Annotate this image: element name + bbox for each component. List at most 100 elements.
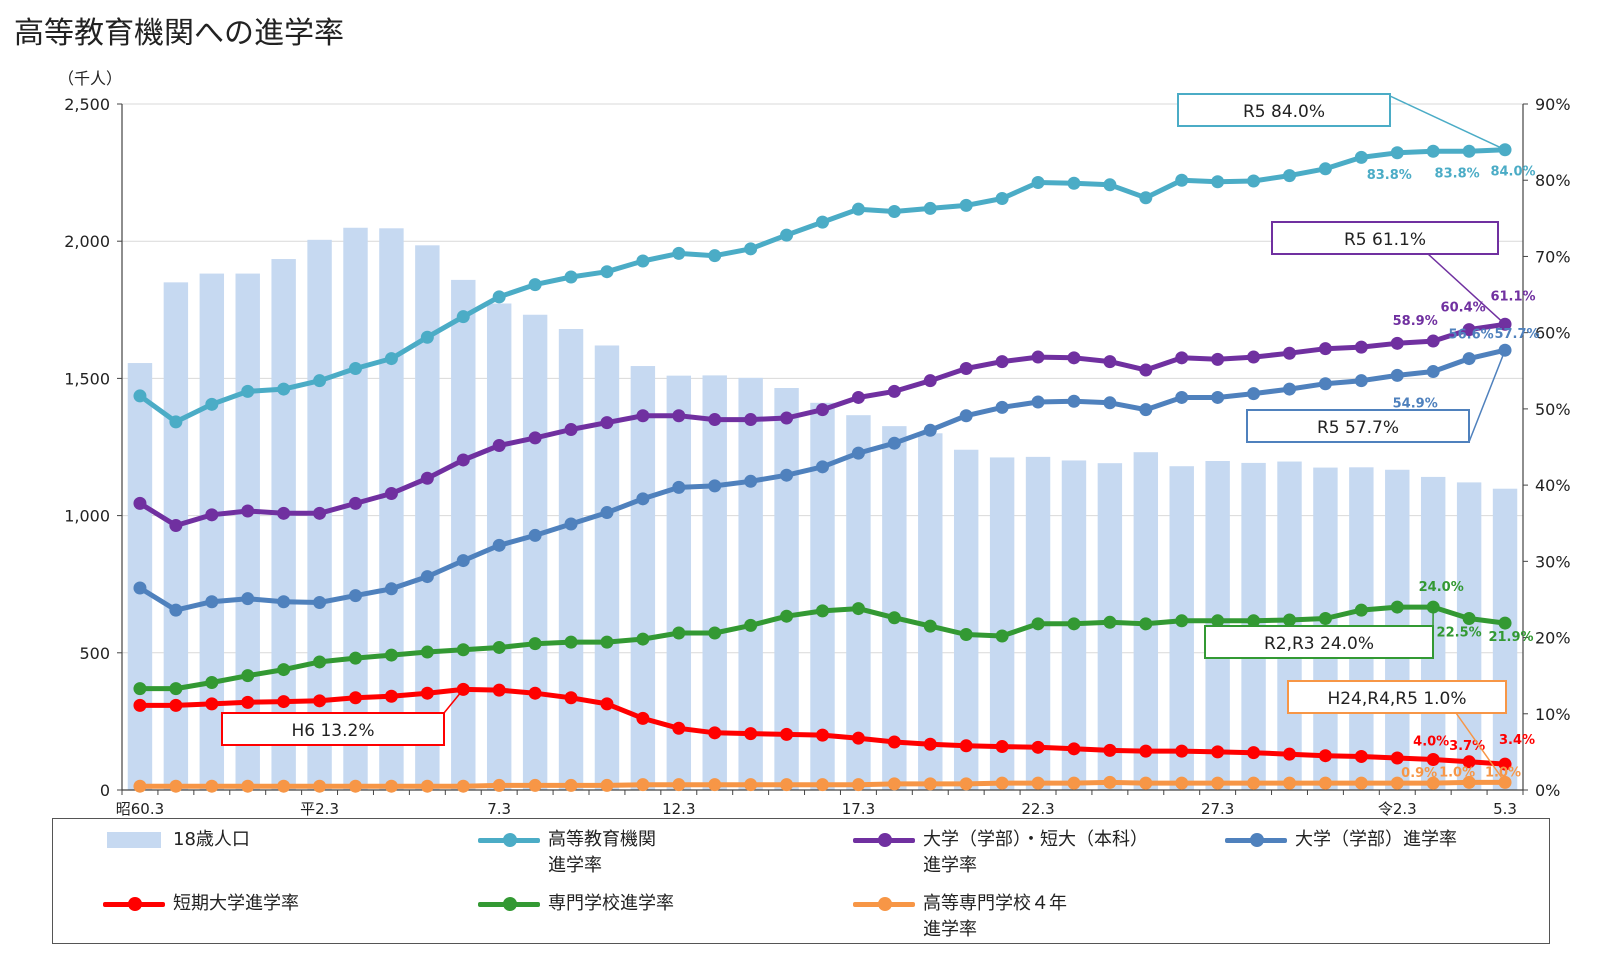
series-point <box>1390 336 1404 350</box>
callout-leader <box>443 688 464 714</box>
x-tick-label: 平2.3 <box>300 800 339 818</box>
series-point <box>1283 776 1296 790</box>
series-point <box>1031 176 1045 190</box>
series-point <box>851 446 865 460</box>
data-label: 83.8% <box>1367 168 1412 183</box>
series-point <box>205 779 219 793</box>
series-point <box>959 739 973 753</box>
series-point <box>1247 614 1261 628</box>
series-point <box>1426 753 1440 767</box>
series-point <box>780 411 794 425</box>
series-point <box>995 776 1009 790</box>
legend-label: 高等専門学校４年 進学率 <box>923 893 1067 940</box>
series-point <box>887 384 901 398</box>
series-point <box>672 721 686 735</box>
series-point <box>816 403 829 417</box>
callouts: R5 84.0% R5 61.1% R5 57.7% R2,R3 24.0% H24,R… <box>221 93 1507 783</box>
data-label: 54.9% <box>1393 397 1438 412</box>
legend-swatch <box>103 891 165 917</box>
series-point <box>1283 747 1296 761</box>
series-point <box>672 409 686 423</box>
series-point <box>1283 382 1296 396</box>
legend-item: 高等教育機関 進学率 <box>478 827 656 879</box>
legend-label: 短期大学進学率 <box>173 893 299 914</box>
series-point <box>1390 368 1404 382</box>
series-point <box>1175 614 1189 628</box>
x-tick-label: 17.3 <box>842 800 875 818</box>
series-point <box>528 778 542 792</box>
series-point <box>1031 776 1045 790</box>
series-point <box>349 779 362 793</box>
series-point <box>313 595 327 609</box>
series-point <box>456 554 470 568</box>
series-point <box>241 384 255 398</box>
series-point <box>1175 390 1189 404</box>
series-point <box>1067 176 1081 190</box>
series-point <box>1211 175 1225 189</box>
legend-item: 専門学校進学率 <box>478 891 674 917</box>
series-point <box>384 779 398 793</box>
population-bar <box>918 433 943 790</box>
series-point <box>564 778 578 792</box>
series-point <box>923 423 937 437</box>
series-point <box>1175 744 1189 758</box>
legend-item: 大学（学部）・短大（本科） 進学率 <box>853 827 1148 879</box>
callout-text: H6 13.2% <box>291 721 374 741</box>
series-point <box>528 278 542 292</box>
series-point <box>1031 395 1045 409</box>
series-point <box>420 570 434 584</box>
series-point <box>1247 350 1261 364</box>
x-tick-label: 22.3 <box>1021 800 1054 818</box>
series-point <box>277 382 291 396</box>
series-point <box>1426 144 1440 158</box>
series-point <box>816 728 829 742</box>
callout-leader <box>1389 95 1506 151</box>
series-point <box>1390 776 1404 790</box>
series-point <box>1247 746 1261 760</box>
series-point <box>349 691 362 705</box>
right-tick-label: 0% <box>1535 781 1560 800</box>
legend-label: 18歳人口 <box>173 829 250 850</box>
series-point <box>277 695 291 709</box>
series-point <box>1283 613 1296 627</box>
legend-item: 高等専門学校４年 進学率 <box>853 891 1067 943</box>
series-point <box>600 506 614 520</box>
population-bar <box>989 457 1015 790</box>
right-tick-label: 50% <box>1535 400 1571 419</box>
series-point <box>887 204 901 218</box>
callout-box <box>1271 221 1499 255</box>
series-point <box>959 361 973 375</box>
data-labels: 83.8% 83.8% 84.0% 58.9%60.4% 61.1% 54.9% 56.6%… <box>1367 165 1540 781</box>
legend-swatch <box>478 891 540 917</box>
series-point <box>169 682 183 696</box>
series-point <box>851 390 865 404</box>
series-point <box>780 468 794 482</box>
legend-swatch <box>1225 827 1287 853</box>
series-point <box>384 582 398 596</box>
series-point <box>959 777 973 791</box>
series-point <box>1211 614 1225 628</box>
left-tick-label: 0 <box>100 781 110 800</box>
series-point <box>205 397 219 411</box>
left-axis-unit: （千人） <box>58 69 122 88</box>
series-point <box>744 474 758 488</box>
data-label: 61.1% <box>1490 289 1535 304</box>
right-tick-label: 60% <box>1535 324 1571 343</box>
series-point <box>1390 146 1404 160</box>
legend-label: 高等教育機関 進学率 <box>548 829 656 876</box>
series-point <box>923 374 937 388</box>
population-bar <box>594 345 620 790</box>
series-point <box>708 249 722 263</box>
population-bar <box>630 366 656 790</box>
series-point <box>169 603 183 617</box>
series-point <box>133 779 147 793</box>
callout-text: H24,R4,R5 1.0% <box>1327 689 1466 709</box>
series-point <box>349 651 362 665</box>
series-point <box>672 626 686 640</box>
chart: 0 500 1,000 1,500 2,000 2,500 （千人） 0% 10% 20% 30% 4… <box>58 69 1571 818</box>
series-point <box>672 778 686 792</box>
callout-box <box>1246 409 1470 443</box>
series-point <box>492 538 506 552</box>
population-bar <box>1169 466 1194 790</box>
series-point <box>1103 615 1117 629</box>
